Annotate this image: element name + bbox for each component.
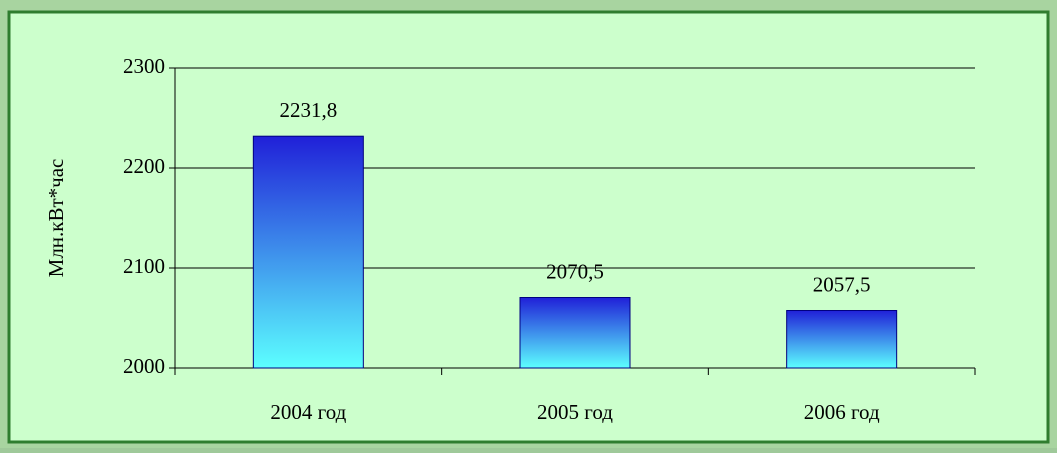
x-tick-label: 2004 год [270,400,346,424]
y-tick-label: 2300 [123,54,165,78]
data-label: 2057,5 [813,272,871,296]
bar [252,135,364,369]
y-tick-label: 2000 [123,354,165,378]
y-tick-label: 2200 [123,154,165,178]
y-tick-label: 2100 [123,254,165,278]
bar [519,297,631,369]
x-tick-label: 2005 год [537,400,613,424]
data-label: 2231,8 [279,98,337,122]
panel [7,10,1050,444]
bar [786,310,898,369]
x-tick-label: 2006 год [804,400,880,424]
data-label: 2070,5 [546,259,604,283]
y-axis-label: Млн.кВт*час [44,159,68,278]
